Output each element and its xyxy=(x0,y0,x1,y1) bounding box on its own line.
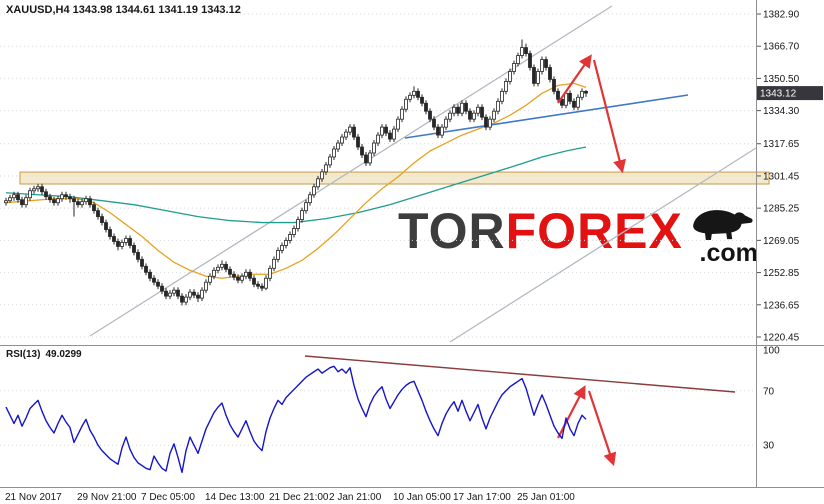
price-axis-label: 1220.45 xyxy=(763,333,800,344)
forecast-arrow xyxy=(592,59,626,174)
forecast-arrow xyxy=(557,54,592,104)
time-axis-label: 21 Dec 21:00 xyxy=(269,492,329,503)
forecast-arrow xyxy=(557,385,586,439)
time-axis: 21 Nov 2017 29 Nov 21:00 7 Dec 05:00 14 Dec… xyxy=(5,492,575,503)
price-axis-label: 1269.05 xyxy=(763,236,800,247)
current-price-badge-text: 1343.12 xyxy=(760,89,797,100)
time-axis-label: 17 Jan 17:00 xyxy=(453,492,511,503)
time-axis-label: 7 Dec 05:00 xyxy=(141,492,195,503)
price-axis: 1382.90 1366.70 1350.50 1334.30 1317.65 1301.… xyxy=(757,10,800,452)
price-axis-label: 1350.50 xyxy=(763,74,800,85)
price-axis-label: 1236.65 xyxy=(763,300,800,311)
rsi-indicator-label: RSI(13) 49.0299 xyxy=(6,349,82,360)
rsi-name: RSI(13) xyxy=(6,349,41,360)
time-axis-label: 14 Dec 13:00 xyxy=(205,492,265,503)
watermark-com: .com xyxy=(699,239,758,267)
grid-lines xyxy=(0,13,756,446)
channel-line xyxy=(449,147,757,343)
rsi-value: 49.0299 xyxy=(45,349,82,360)
forecast-arrow xyxy=(587,390,617,467)
time-axis-label: 21 Nov 2017 xyxy=(5,492,62,503)
bear-icon xyxy=(692,210,753,240)
support-zone xyxy=(19,171,770,185)
time-axis-label: 2 Jan 21:00 xyxy=(329,492,382,503)
price-axis-label: 1301.45 xyxy=(763,171,800,182)
price-axis-label: 1334.30 xyxy=(763,106,800,117)
rsi-axis-label: 30 xyxy=(763,441,775,452)
rsi-axis-label: 70 xyxy=(763,386,775,397)
time-axis-label: 10 Jan 05:00 xyxy=(393,492,451,503)
price-axis-label: 1252.85 xyxy=(763,268,800,279)
price-axis-label: 1317.65 xyxy=(763,139,800,150)
rsi-axis-label: 100 xyxy=(763,346,780,357)
watermark-tor: TOR xyxy=(398,203,506,259)
candles xyxy=(4,39,588,306)
current-price-badge xyxy=(757,86,823,101)
time-axis-label: 25 Jan 01:00 xyxy=(517,492,575,503)
blue-trendline xyxy=(404,94,689,139)
symbol-ohlc-label: XAUUSD,H4 1343.98 1344.61 1341.19 1343.1… xyxy=(6,4,241,16)
ma-fast-line xyxy=(5,82,587,279)
price-axis-label: 1366.70 xyxy=(763,42,800,53)
ma-slow-line xyxy=(5,146,587,224)
rsi-line xyxy=(5,365,587,474)
price-axis-label: 1382.90 xyxy=(763,10,800,21)
rsi-trendline xyxy=(304,355,736,393)
time-axis-label: 29 Nov 21:00 xyxy=(77,492,137,503)
price-axis-label: 1285.25 xyxy=(763,204,800,215)
channel-line xyxy=(89,5,613,337)
